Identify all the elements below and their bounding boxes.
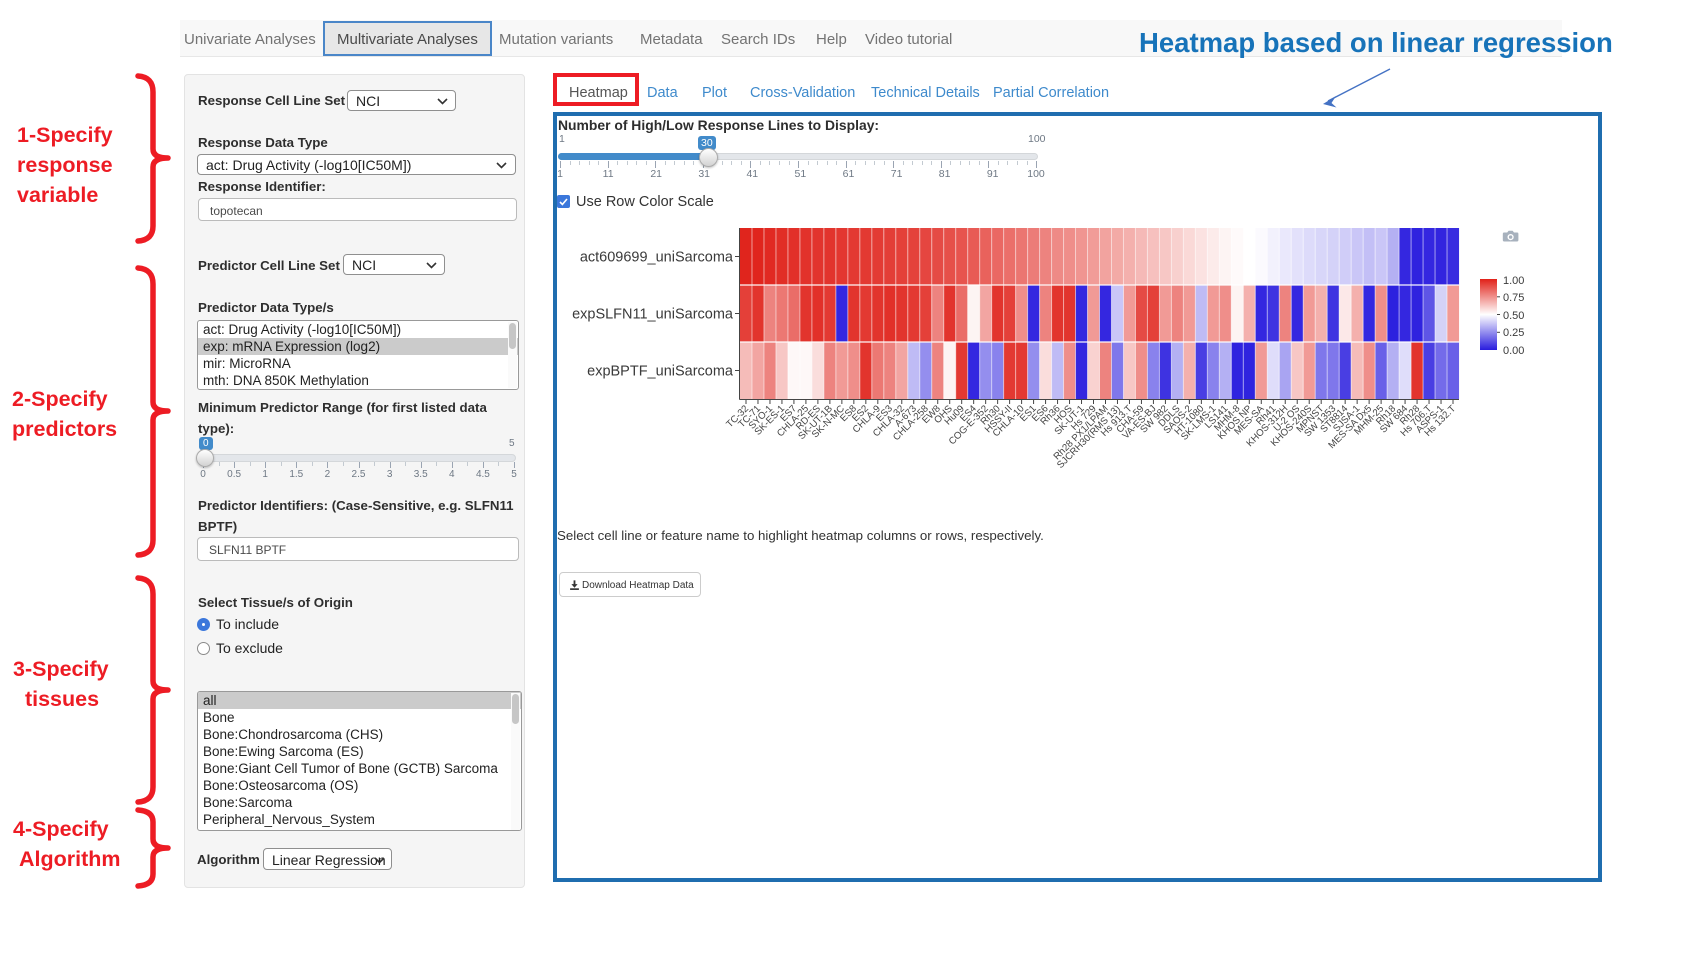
svg-text:act609699_uniSarcoma: act609699_uniSarcoma [580,250,734,266]
svg-text:1.00: 1.00 [1503,275,1524,287]
svg-text:0.75: 0.75 [1503,292,1524,304]
svg-text:0.25: 0.25 [1503,327,1524,339]
svg-text:expSLFN11_uniSarcoma: expSLFN11_uniSarcoma [572,307,734,323]
svg-text:0.00: 0.00 [1503,345,1524,357]
svg-text:0.50: 0.50 [1503,310,1524,322]
svg-text:expBPTF_uniSarcoma: expBPTF_uniSarcoma [587,364,734,380]
